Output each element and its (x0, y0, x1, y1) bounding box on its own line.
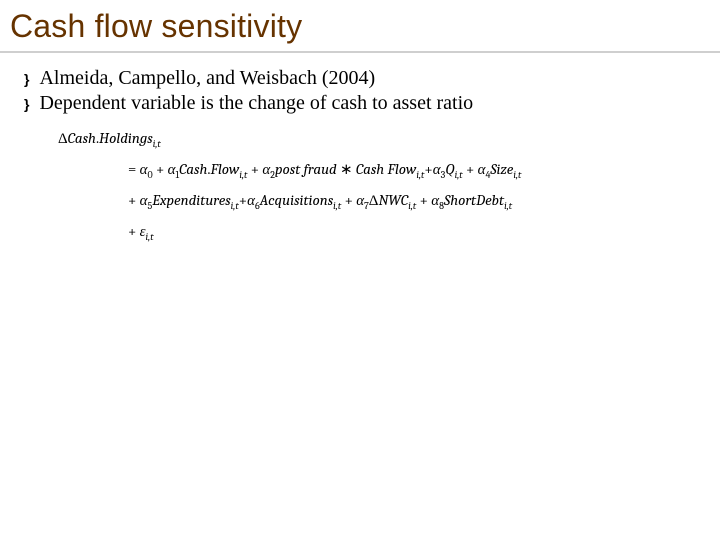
equation-lhs: ΔCash.Holdingsi,t (58, 123, 720, 154)
bullet-item: } Dependent variable is the change of ca… (24, 92, 720, 115)
equation-line-2: + α5Expendituresi,t+α6Acquisitionsi,t + … (58, 185, 720, 216)
slide: Cash flow sensitivity } Almeida, Campell… (0, 0, 720, 540)
bullet-marker-icon: } (24, 96, 29, 112)
equation-line-3: + εi,t (58, 216, 720, 247)
slide-title: Cash flow sensitivity (0, 8, 720, 49)
bullet-item: } Almeida, Campello, and Weisbach (2004) (24, 67, 720, 90)
equation-block: ΔCash.Holdingsi,t = α0 + α1Cash.Flowi,t … (0, 117, 720, 247)
bullet-text: Almeida, Campello, and Weisbach (2004) (39, 67, 375, 90)
bullet-text: Dependent variable is the change of cash… (39, 92, 473, 115)
title-underline (0, 51, 720, 53)
bullet-list: } Almeida, Campello, and Weisbach (2004)… (0, 67, 720, 115)
bullet-marker-icon: } (24, 71, 29, 87)
equation-line-1: = α0 + α1Cash.Flowi,t + α2post fraud ∗ C… (58, 154, 720, 185)
